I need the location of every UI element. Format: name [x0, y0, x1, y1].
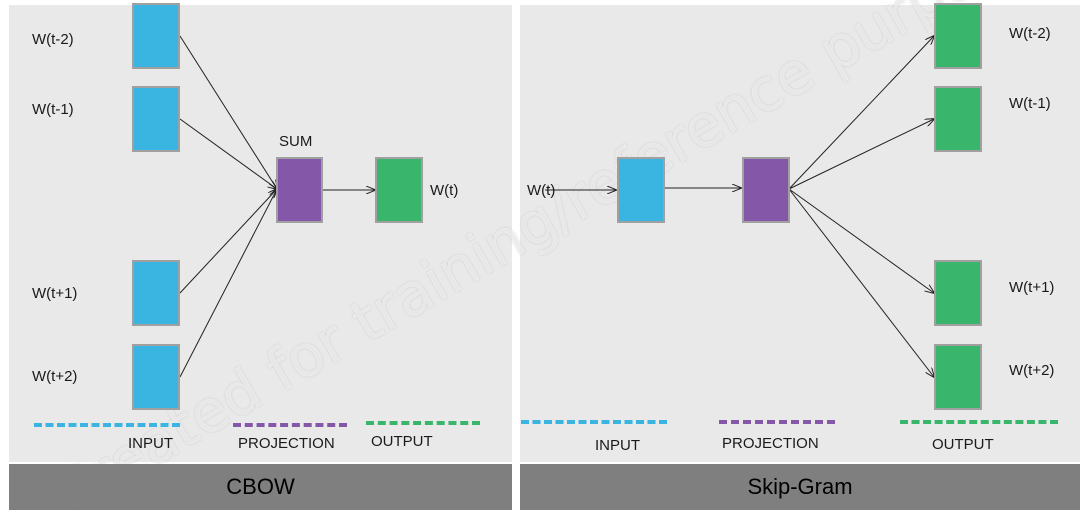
skipgram-title-bar: Skip-Gram: [520, 464, 1080, 510]
skip-arrow-t-1: [788, 119, 934, 190]
skipgram-title: Skip-Gram: [747, 474, 853, 499]
skip-legend-input-line: [521, 420, 667, 424]
skip-legend-output-line: [900, 420, 1058, 424]
cbow-legend-input: INPUT: [128, 435, 173, 452]
cbow-input-box-t-1: [132, 86, 180, 152]
skip-label-t-2: W(t-2): [1009, 25, 1051, 42]
connection-arrows: [179, 0, 1081, 516]
skip-input-label: W(t): [527, 182, 556, 199]
cbow-label-t+2: W(t+2): [32, 368, 78, 385]
skip-label-t+2: W(t+2): [1009, 362, 1055, 379]
cbow-input-box-t+2: [132, 344, 180, 410]
cbow-label-t-1: W(t-1): [32, 101, 74, 118]
skip-arrow-t-2: [788, 36, 934, 190]
cbow-input-box-t-2: [132, 3, 180, 69]
skip-arrow-t+1: [788, 188, 934, 293]
cbow-input-box-t+1: [132, 260, 180, 326]
skip-legend-output: OUTPUT: [932, 436, 994, 453]
skip-output-box-t+2: [934, 344, 982, 410]
skip-label-t+1: W(t+1): [1009, 279, 1055, 296]
cbow-panel: [9, 5, 512, 462]
cbow-legend-input-line: [34, 423, 180, 427]
cbow-title-bar: CBOW: [9, 464, 512, 510]
cbow-output-box: [375, 157, 423, 223]
skip-input-box: [617, 157, 665, 223]
skip-legend-projection: PROJECTION: [722, 435, 819, 452]
skip-legend-input: INPUT: [595, 437, 640, 454]
skip-legend-projection-line: [719, 420, 835, 424]
skip-projection-box: [742, 157, 790, 223]
cbow-arrow-t+2: [179, 189, 277, 378]
cbow-legend-projection: PROJECTION: [238, 435, 335, 452]
cbow-legend-projection-line: [233, 423, 347, 427]
cbow-title: CBOW: [226, 474, 295, 499]
cbow-arrow-t-1: [179, 118, 277, 189]
cbow-label-t-2: W(t-2): [32, 31, 74, 48]
skip-label-t-1: W(t-1): [1009, 95, 1051, 112]
skip-output-box-t-2: [934, 3, 982, 69]
cbow-legend-output-line: [366, 421, 480, 425]
cbow-output-label: W(t): [430, 182, 459, 199]
cbow-legend-output: OUTPUT: [371, 433, 433, 450]
cbow-arrow-t+1: [179, 189, 277, 294]
cbow-label-t+1: W(t+1): [32, 285, 78, 302]
skip-output-box-t-1: [934, 86, 982, 152]
cbow-projection-box: [276, 157, 323, 223]
skip-output-box-t+1: [934, 260, 982, 326]
skipgram-panel: [520, 5, 1080, 462]
cbow-arrow-t-2: [179, 35, 277, 189]
skip-arrow-t+2: [788, 188, 934, 377]
cbow-sum-label: SUM: [279, 133, 313, 150]
